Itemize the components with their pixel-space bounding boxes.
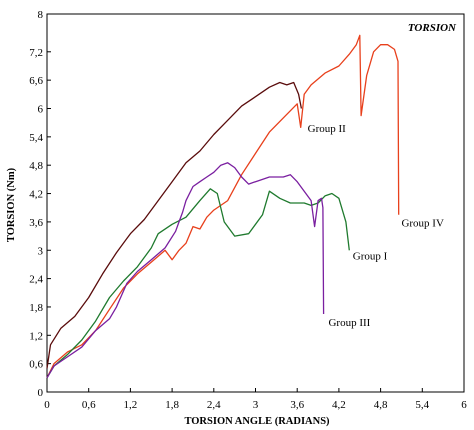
y-tick-label: 3 (38, 245, 44, 257)
y-tick-label: 0,6 (29, 359, 43, 371)
x-tick-label: 4,8 (374, 399, 388, 411)
y-tick-label: 0 (38, 387, 44, 399)
x-tick-label: 5,4 (415, 399, 429, 411)
chart-title: TORSION (408, 22, 457, 34)
y-tick-label: 6 (38, 104, 44, 116)
x-tick-label: 3 (253, 399, 259, 411)
y-tick-label: 5,4 (29, 132, 43, 144)
series-line-group-i (46, 188, 350, 379)
x-tick-label: 1,2 (124, 399, 138, 411)
y-tick-label: 2,4 (29, 274, 43, 286)
series-label: Group III (328, 317, 370, 329)
series-line-group-ii (46, 81, 303, 369)
y-tick-label: 3,6 (29, 217, 43, 229)
y-tick-label: 4,8 (29, 160, 43, 172)
y-tick-label: 1,8 (29, 302, 43, 314)
x-tick-label: 6 (461, 399, 467, 411)
x-tick-label: 0,6 (82, 399, 96, 411)
x-axis-title: TORSION ANGLE (RADIANS) (184, 416, 330, 427)
series-label: Group IV (401, 218, 444, 230)
x-tick-label: 4,2 (332, 399, 346, 411)
y-tick-label: 8 (38, 9, 44, 21)
plot-area: 0 0,6 1,2 1,8 2,4 3 3,6 4,2 4,8 5,4 6 0 0,6 1,2 1,8 2,4… (29, 9, 467, 411)
series-label: Group II (308, 123, 347, 135)
y-tick-label: 6,6 (29, 75, 43, 87)
series-line-group-iv (46, 34, 400, 379)
x-tick-label: 1,8 (165, 399, 179, 411)
y-axis-title: TORSION (Nm) (6, 167, 17, 242)
x-tick-label: 2,4 (207, 399, 221, 411)
y-tick-label: 1,2 (29, 330, 43, 342)
y-tick-label: 7,2 (29, 47, 43, 59)
plot-frame (46, 13, 465, 393)
y-tick-label: 4,2 (29, 189, 43, 201)
series-line-group-iii (46, 162, 325, 379)
x-tick-label: 0 (44, 399, 50, 411)
series-label: Group I (353, 251, 388, 263)
x-tick-label: 3,6 (290, 399, 304, 411)
